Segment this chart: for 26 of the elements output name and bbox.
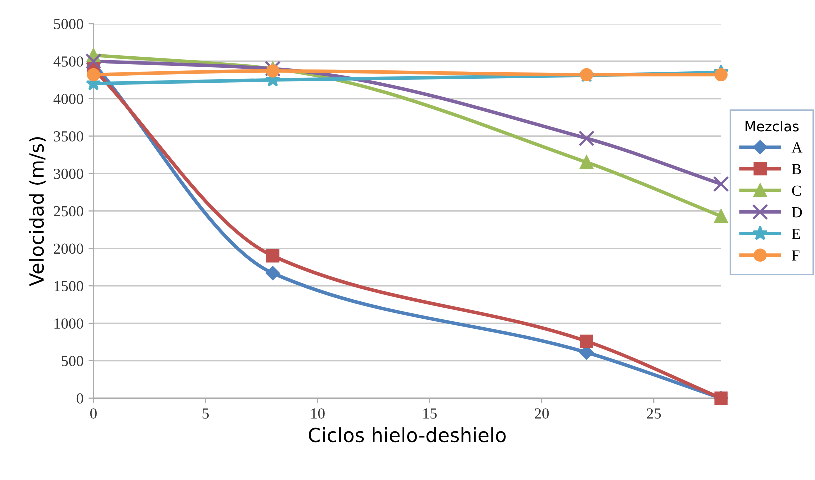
legend-label: C [792, 186, 802, 196]
x-tick-label: 20 [535, 408, 550, 419]
y-tick-label: 4500 [54, 56, 84, 67]
x-tick-label: 25 [647, 408, 662, 419]
x-tick-label: 5 [202, 408, 210, 419]
legend-label: A [792, 142, 803, 153]
y-tick-label: 1500 [54, 281, 84, 292]
y-tick-label: 500 [62, 356, 84, 366]
y-tick-label: 3000 [54, 168, 84, 180]
x-tick-label: 10 [312, 408, 325, 419]
legend-title: Mezclas [746, 121, 799, 132]
x-tick-label: 0 [90, 408, 97, 419]
y-tick-label: 1000 [54, 318, 84, 329]
x-tick-label: 15 [424, 408, 437, 419]
legend-label: F [792, 250, 800, 261]
y-tick-label: 3500 [54, 131, 84, 142]
legend-label: E [792, 229, 800, 240]
y-tick-label: 4000 [54, 94, 84, 104]
legend-label: D [792, 208, 802, 218]
y-axis-title: Velocidad (m/s) [29, 138, 46, 286]
y-tick-label: 2500 [54, 206, 84, 217]
y-tick-label: 0 [76, 394, 84, 404]
legend-label: B [792, 164, 802, 174]
x-axis-title: Ciclos hielo-deshielo [309, 428, 506, 443]
y-tick-label: 5000 [54, 19, 84, 30]
y-tick-label: 2000 [54, 244, 84, 254]
